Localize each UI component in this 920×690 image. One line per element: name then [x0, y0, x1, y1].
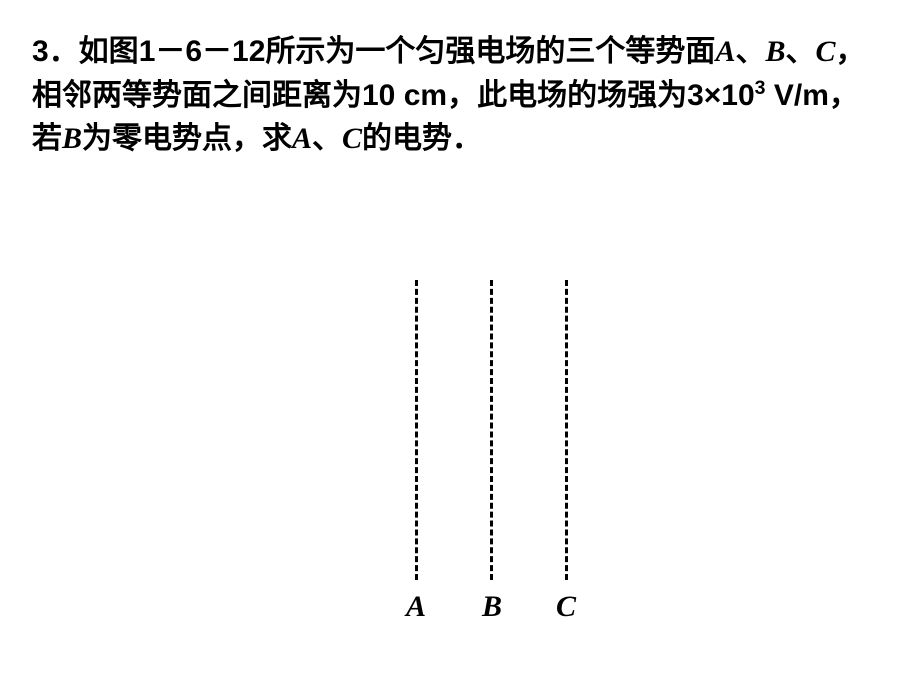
figure-reference: 1－6－12 [139, 35, 266, 68]
surface-a: A [715, 35, 735, 68]
equipotential-diagram: A B C [385, 280, 645, 660]
surface-b: B [765, 35, 785, 68]
diagram-label-b: B [477, 590, 507, 624]
zero-ref: B [62, 122, 82, 155]
surface-c: C [815, 35, 835, 68]
field-exponent: 3 [755, 77, 766, 99]
ask-c: C [342, 122, 362, 155]
text-seg-6: 为零电势点，求 [82, 122, 292, 155]
text-seg-7: 的电势． [362, 122, 482, 155]
diagram-label-c: C [551, 590, 581, 624]
diagram-label-a: A [401, 590, 431, 624]
ask-a: A [292, 122, 312, 155]
separator: 、 [785, 35, 815, 68]
field-unit: V/m [766, 79, 829, 112]
field-base: 3×10 [687, 79, 755, 112]
problem-statement: 3．如图1－6－12所示为一个匀强电场的三个等势面A、B、C，相邻两等势面之间距… [32, 30, 888, 161]
equipotential-line-c [565, 280, 568, 580]
distance-value: 10 [362, 79, 395, 112]
separator: 、 [312, 122, 342, 155]
text-seg-2: 所示为一个匀强电场的三个等势面 [265, 35, 715, 68]
distance-unit: cm [395, 79, 447, 112]
problem-number: 3 [32, 35, 49, 68]
equipotential-line-b [490, 280, 493, 580]
separator: 、 [735, 35, 765, 68]
equipotential-line-a [415, 280, 418, 580]
text-seg-1: ．如图 [49, 35, 139, 68]
text-seg-4: ，此电场的场强为 [447, 79, 687, 112]
